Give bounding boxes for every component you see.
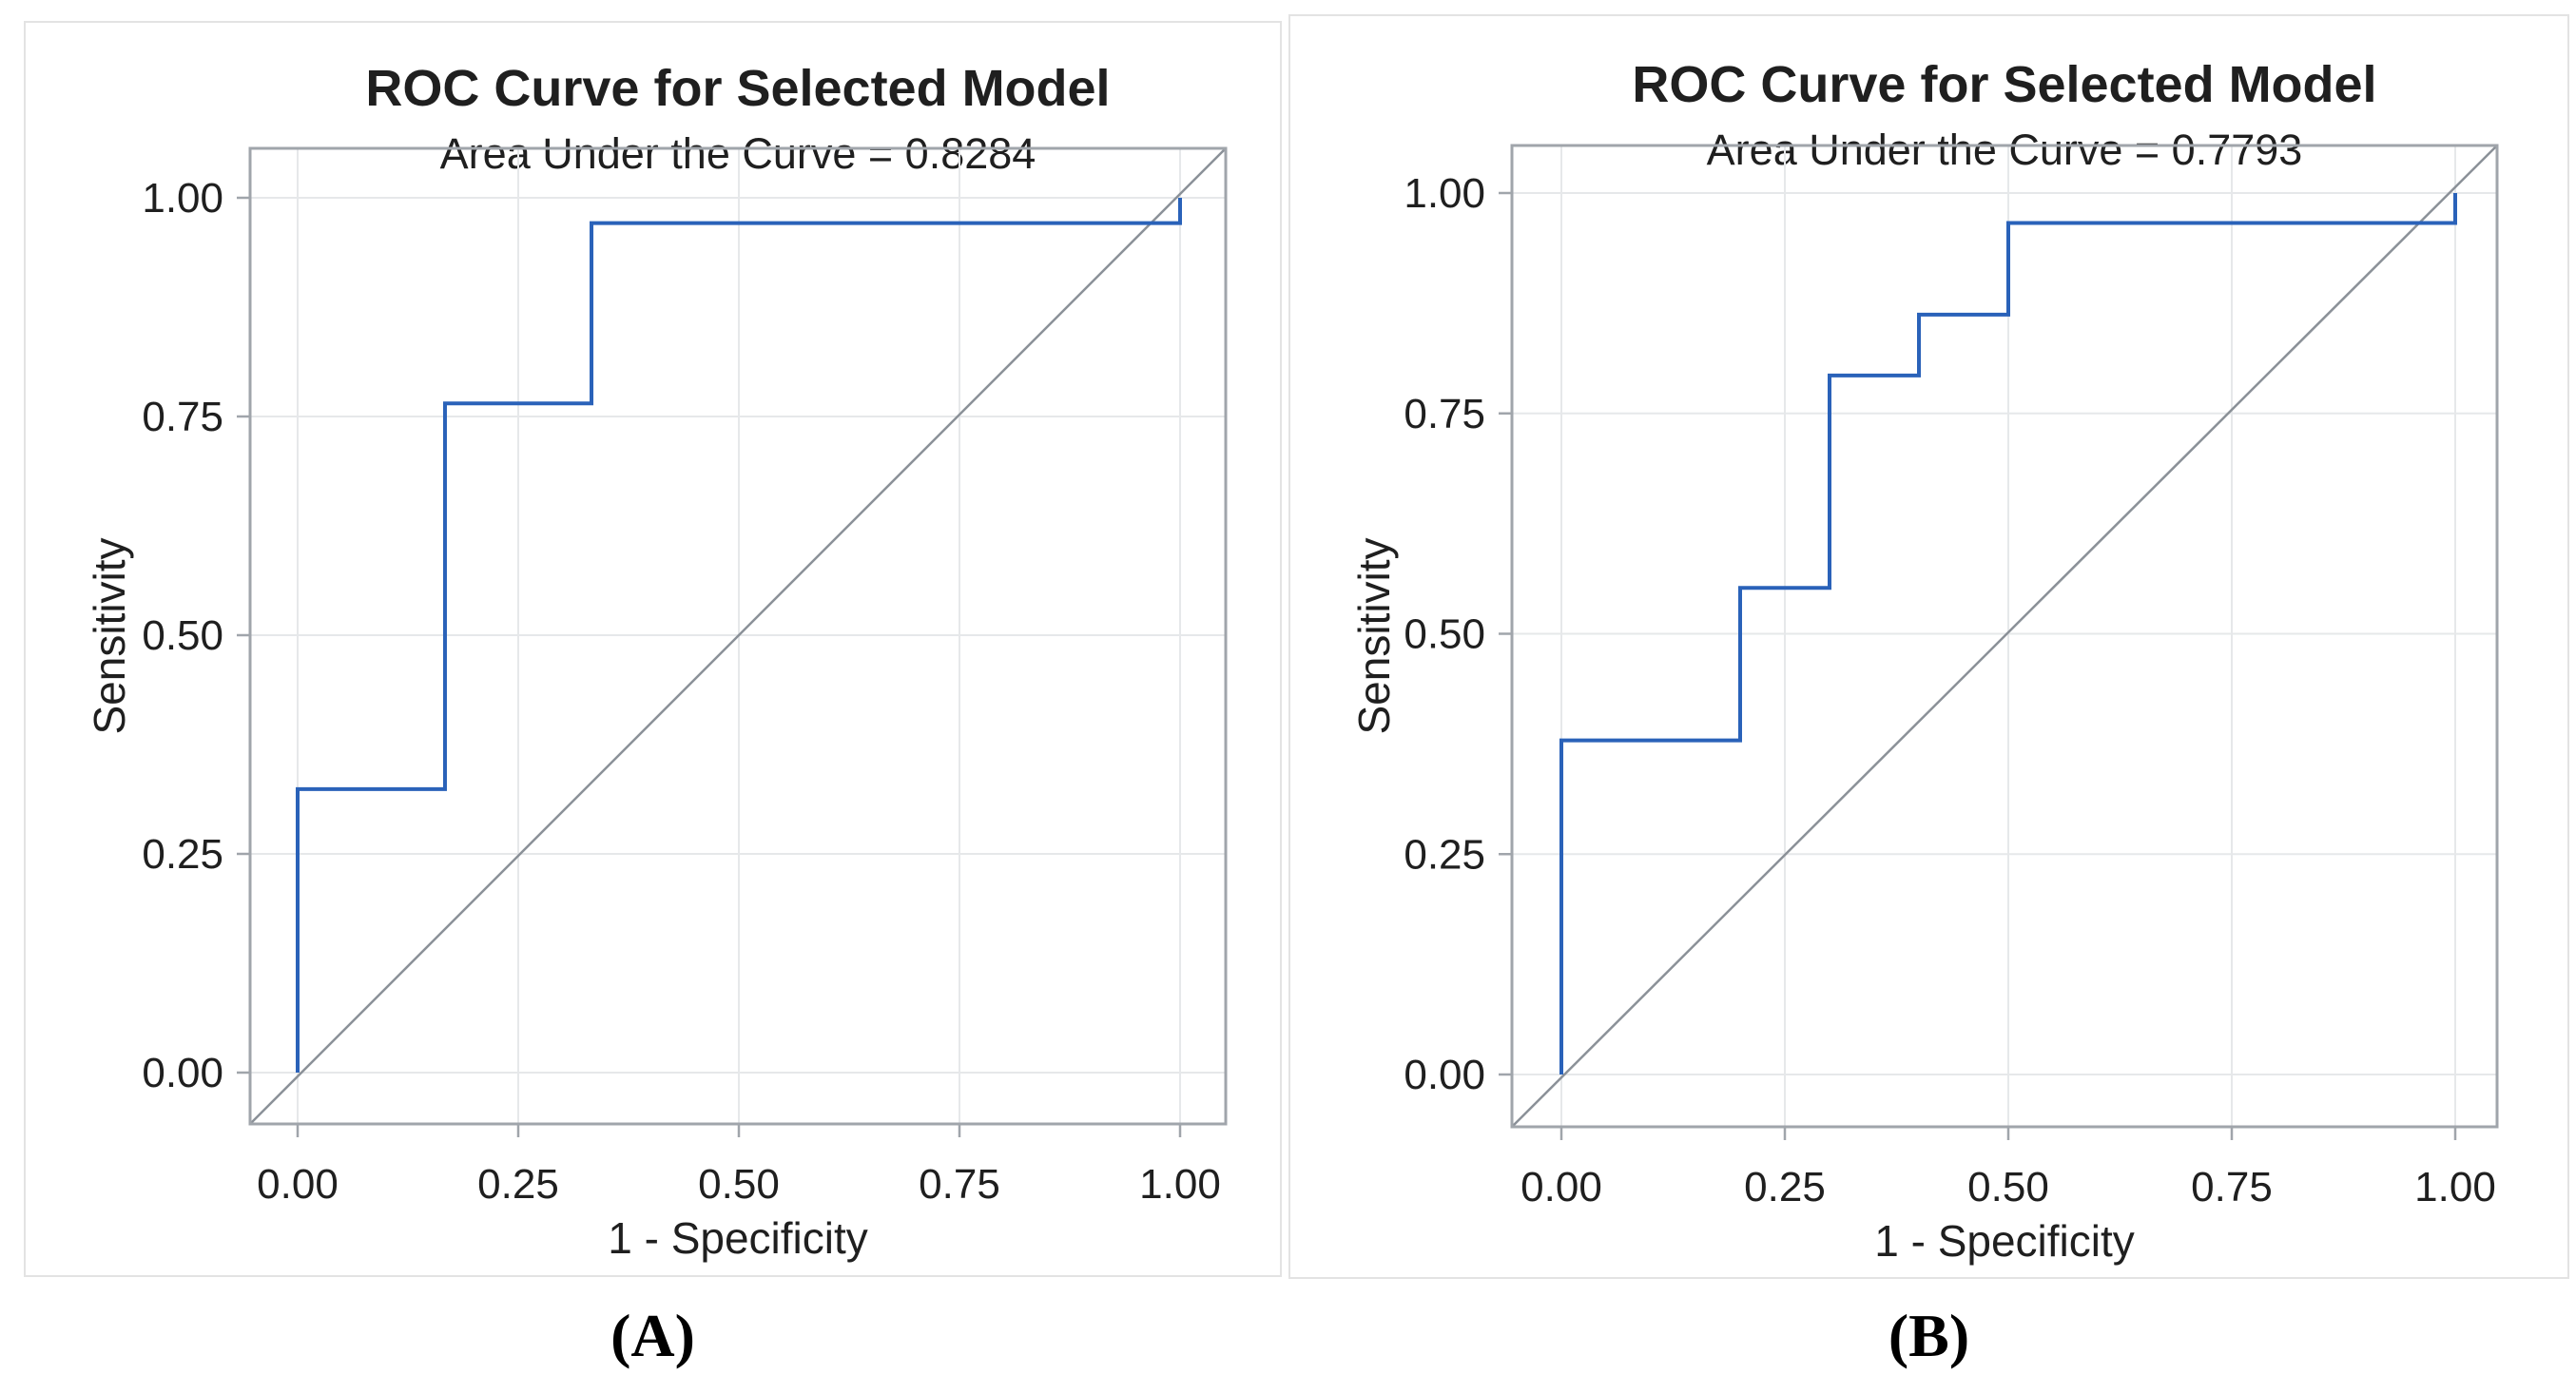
- y-tick-label: 0.75: [142, 394, 223, 440]
- x-tick-label: 0.75: [919, 1161, 1000, 1208]
- x-axis-label: 1 - Specificity: [1874, 1216, 2135, 1266]
- roc-curve-line: [296, 198, 1182, 1073]
- reference-diagonal-line: [1511, 145, 2498, 1128]
- x-tick-label: 0.25: [1744, 1164, 1826, 1210]
- panel-b-subtitle: Area Under the Curve = 0.7793: [1706, 126, 2303, 174]
- x-axis-label: 1 - Specificity: [608, 1213, 868, 1263]
- x-tick-label: 0.50: [1967, 1164, 2049, 1210]
- y-tick-label: 1.00: [1404, 170, 1485, 217]
- plot-frame: [1510, 144, 2499, 1129]
- panel-a-title: ROC Curve for Selected Model: [365, 60, 1111, 117]
- y-tick-label: 0.25: [142, 831, 223, 878]
- x-tick-label: 0.00: [1520, 1164, 1602, 1210]
- y-tick-label: 0.75: [1404, 391, 1485, 437]
- y-axis-label: Sensitivity: [1349, 537, 1399, 734]
- roc-plot-panel-b: 0.00 0.25 0.50 0.75 1.00 0.00 0.25 0.50 0.75 1.00…: [1349, 144, 2499, 1266]
- panel-b-title: ROC Curve for Selected Model: [1632, 56, 2377, 113]
- y-tick-label: 0.00: [142, 1050, 223, 1096]
- x-tick-label: 0.50: [698, 1161, 780, 1208]
- x-tick-label: 1.00: [1139, 1161, 1221, 1208]
- y-tick-label: 1.00: [142, 175, 223, 222]
- y-tick-label: 0.25: [1404, 831, 1485, 878]
- reference-diagonal-line: [249, 147, 1227, 1125]
- panel-a-caption-label: (A): [610, 1302, 695, 1369]
- roc-curve-line: [1559, 193, 2457, 1075]
- panel-b-caption-label: (B): [1888, 1302, 1970, 1369]
- y-tick-label: 0.50: [1404, 611, 1485, 658]
- roc-plot-panel-a: 0.00 0.25 0.50 0.75 1.00 0.00 0.25 0.50 0.75 1.00…: [85, 146, 1228, 1263]
- y-tick-label: 0.00: [1404, 1052, 1485, 1098]
- y-axis-label: Sensitivity: [85, 537, 134, 734]
- panel-a-subtitle: Area Under the Curve = 0.8284: [439, 129, 1036, 178]
- x-tick-label: 0.25: [477, 1161, 559, 1208]
- panel-a-card: [24, 21, 1282, 1277]
- y-tick-label: 0.50: [142, 612, 223, 659]
- x-tick-label: 0.00: [257, 1161, 339, 1208]
- x-tick-label: 1.00: [2414, 1164, 2496, 1210]
- panel-b-card: [1288, 14, 2569, 1279]
- x-tick-label: 0.75: [2191, 1164, 2273, 1210]
